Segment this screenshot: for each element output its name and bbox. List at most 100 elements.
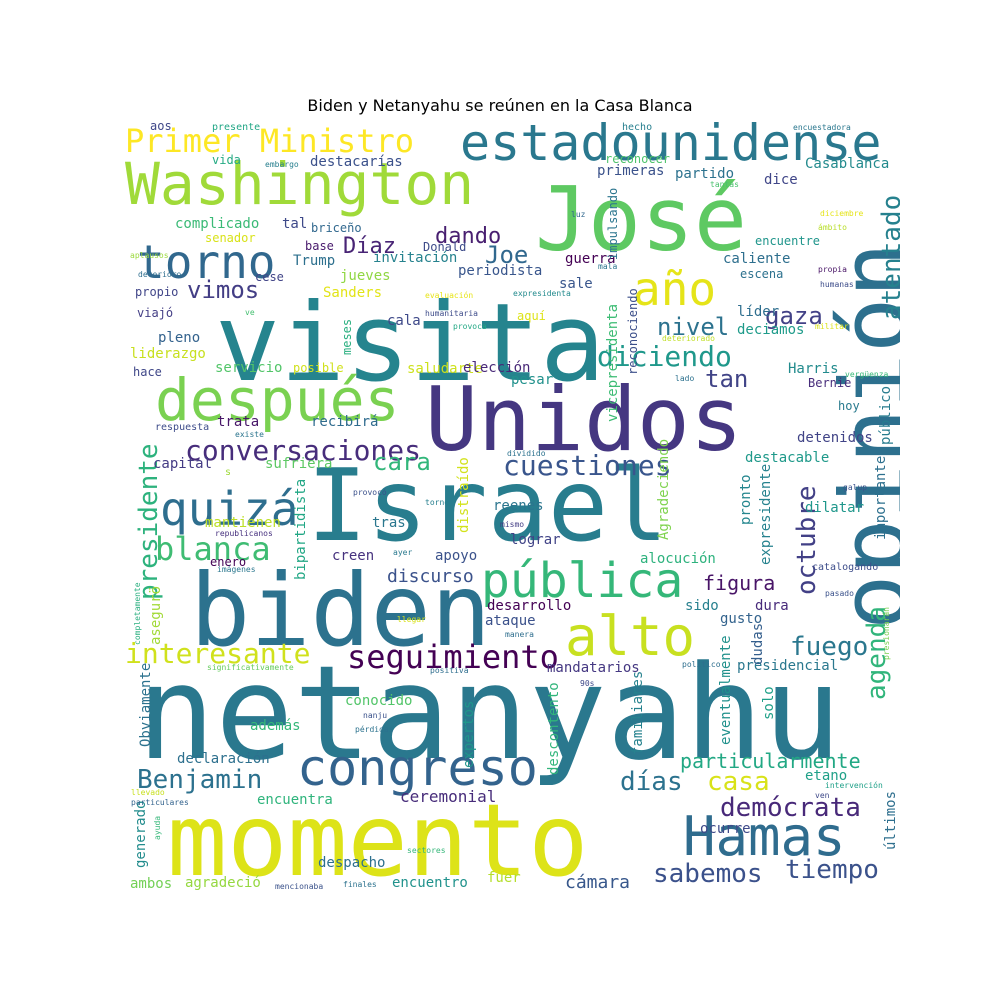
word-125: Donald <box>423 240 466 254</box>
word-157: mala <box>598 262 617 271</box>
word-5: biden <box>190 552 491 669</box>
word-112: hoy <box>838 399 860 413</box>
word-123: Trump <box>293 253 335 269</box>
word-86: expresidente <box>758 464 774 565</box>
word-156: deterioro <box>138 270 182 279</box>
word-117: sale <box>559 276 593 292</box>
word-20: seguimiento <box>347 638 559 676</box>
word-71: ataque <box>485 613 536 629</box>
word-152: luz <box>571 210 586 219</box>
word-181: llegar <box>397 615 426 624</box>
word-70: desarrollo <box>487 598 571 614</box>
word-28: demócrata <box>720 793 861 823</box>
word-73: dura <box>755 598 789 614</box>
word-119: periodista <box>458 263 542 279</box>
word-25: Benjamin <box>137 765 262 795</box>
word-68: generado <box>133 801 149 868</box>
word-195: finales <box>343 880 377 889</box>
word-116: deciamos <box>737 322 804 338</box>
word-48: ceremonial <box>400 787 496 806</box>
word-183: significativamente <box>207 663 294 672</box>
word-169: dividido <box>507 449 546 458</box>
word-185: político <box>682 660 721 669</box>
word-63: mandatarios <box>547 660 640 676</box>
word-17: año <box>633 262 716 316</box>
word-159: evaluación <box>425 290 473 300</box>
word-160: expresidenta <box>513 289 571 298</box>
word-104: posible <box>293 361 344 375</box>
word-96: capital <box>153 456 212 472</box>
word-4: Unidos <box>425 368 743 471</box>
word-99: recibirá <box>311 414 378 430</box>
word-191: llevado <box>131 788 165 797</box>
word-9: estadounidense <box>460 120 881 172</box>
word-129: complicado <box>175 216 259 232</box>
word-178: pasado <box>825 589 854 598</box>
word-36: cara <box>373 448 431 476</box>
word-165: militar <box>815 322 849 331</box>
word-66: ocurre <box>700 821 751 837</box>
word-155: humanas <box>820 280 854 289</box>
word-141: Casablanca <box>805 156 889 172</box>
word-153: diciembre <box>820 209 864 218</box>
word-147: hecho <box>622 122 652 133</box>
word-166: lado <box>675 374 694 383</box>
word-39: Joe <box>485 241 528 269</box>
word-142: reconocer <box>605 152 670 166</box>
word-57: conocido <box>345 693 412 709</box>
word-196: mencionaba <box>275 882 323 890</box>
word-143: destacarías <box>310 154 403 170</box>
word-102: hace <box>133 365 162 379</box>
word-55: declaración <box>177 751 270 767</box>
word-78: creen <box>332 548 374 564</box>
word-93: distraído <box>456 457 472 533</box>
word-107: pesar <box>511 372 553 388</box>
word-118: cala <box>387 313 421 329</box>
word-46: discurso <box>387 566 474 587</box>
word-106: elección <box>463 360 530 376</box>
word-132: briceño <box>311 221 362 235</box>
word-148: encuestadora <box>793 123 851 132</box>
word-182: manera <box>505 630 534 639</box>
word-43: tan <box>705 365 748 393</box>
word-75: dudas <box>750 623 766 665</box>
word-1: momento <box>167 782 588 890</box>
word-180: completamente <box>133 582 142 645</box>
word-109: reconociendo <box>626 288 640 375</box>
word-88: público <box>878 386 894 445</box>
word-51: despacho <box>318 855 385 871</box>
word-33: fuego <box>790 632 868 662</box>
word-87: importante <box>873 456 889 540</box>
word-140: dice <box>764 172 798 188</box>
word-97: respuesta <box>155 422 209 433</box>
word-81: mantienen <box>205 515 281 531</box>
word-151: aplausos <box>130 251 169 260</box>
word-26: sabemos <box>653 859 763 889</box>
word-67: últimos <box>883 791 899 850</box>
word-21: conversaciones <box>185 434 421 467</box>
word-192: particulares <box>131 798 189 807</box>
word-90: detenidos <box>797 430 873 446</box>
word-133: guerra <box>565 251 616 267</box>
word-27: tiempo <box>785 855 879 885</box>
word-134: caliente <box>723 251 790 267</box>
word-47: cámara <box>565 872 630 890</box>
word-44: particularmente <box>680 749 861 773</box>
word-49: encuentra <box>257 792 333 808</box>
word-95: sufriera <box>265 456 332 472</box>
word-113: meses <box>340 319 354 355</box>
word-30: octubre <box>792 485 822 595</box>
word-111: Bernie <box>808 376 851 390</box>
word-6: opinión <box>821 242 900 630</box>
word-15: torno <box>137 235 275 289</box>
word-188: pérdidas <box>355 724 394 734</box>
word-94: Agradeciendo <box>656 439 672 540</box>
word-82: tras <box>372 515 406 531</box>
word-127: viajó <box>137 306 173 320</box>
word-173: republicanos <box>215 529 273 538</box>
word-56: además <box>250 718 301 734</box>
word-164: deteriorado <box>662 334 715 343</box>
word-149: tantas <box>710 180 739 189</box>
word-130: tal <box>282 216 307 232</box>
word-101: liderazgo <box>130 346 206 362</box>
